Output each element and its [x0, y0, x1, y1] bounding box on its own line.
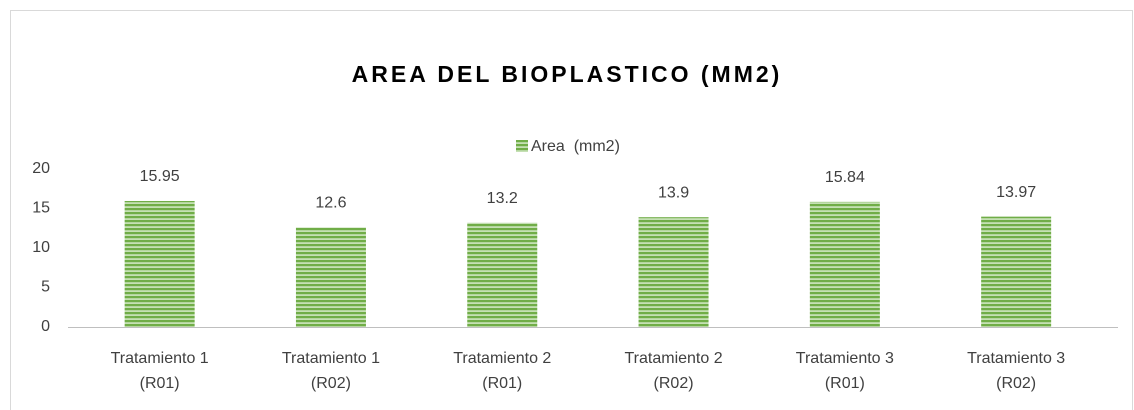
x-tick-label: Tratamiento 2 (R01) [453, 350, 552, 392]
legend-label: Area (mm2) [531, 138, 620, 155]
value-label: 13.97 [996, 184, 1036, 201]
y-tick-label: 0 [41, 318, 50, 335]
bar [809, 201, 880, 327]
x-tick-label: Tratamiento 3 (R01) [795, 350, 894, 392]
bar [638, 217, 709, 327]
legend-swatch [516, 140, 528, 152]
value-label: 13.2 [487, 190, 518, 207]
bar [981, 216, 1052, 327]
y-tick-label: 10 [32, 239, 50, 256]
chart-border [10, 10, 1133, 410]
chart-title: AREA DEL BIOPLASTICO (MM2) [352, 61, 783, 87]
value-label: 13.9 [658, 184, 689, 201]
bar [467, 222, 538, 327]
x-tick-label: Tratamiento 2 (R02) [624, 350, 723, 392]
value-label: 15.95 [140, 168, 180, 185]
value-label: 12.6 [315, 195, 346, 212]
x-tick-label: Tratamiento 1 (R02) [281, 350, 380, 392]
x-tick-label: Tratamiento 3 (R02) [967, 350, 1066, 392]
y-tick-label: 20 [32, 160, 50, 177]
y-tick-label: 15 [32, 200, 50, 217]
y-tick-label: 5 [41, 279, 50, 296]
x-tick-label: Tratamiento 1 (R01) [110, 350, 209, 392]
bar [295, 227, 366, 327]
bar [124, 200, 195, 327]
value-label: 15.84 [825, 169, 865, 186]
